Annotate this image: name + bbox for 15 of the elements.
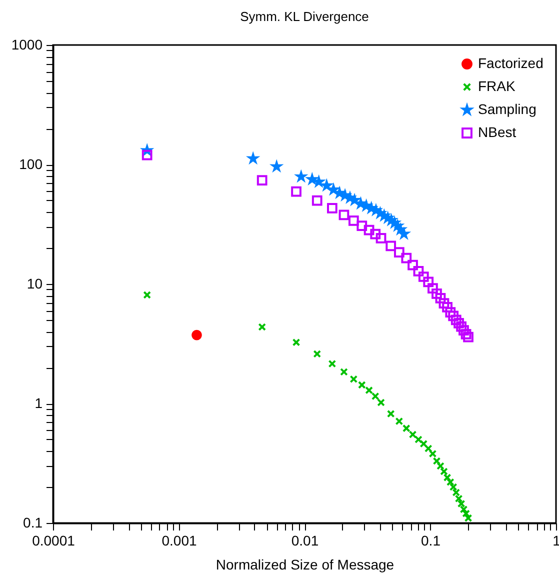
legend-label: Sampling xyxy=(478,101,536,117)
y-tick-label: 1 xyxy=(34,395,43,411)
y-tick-label: 0.1 xyxy=(23,514,43,530)
y-tick-label: 100 xyxy=(19,156,43,172)
legend-label: Factorized xyxy=(478,55,544,71)
legend-label: FRAK xyxy=(478,78,516,94)
legend-label: NBest xyxy=(478,124,516,140)
x-tick-label: 0.0001 xyxy=(32,532,76,548)
y-tick-label: 10 xyxy=(26,276,43,292)
x-tick-label: 0.1 xyxy=(421,532,441,548)
chart-title: Symm. KL Divergence xyxy=(240,9,369,24)
x-axis-title: Normalized Size of Message xyxy=(216,556,394,572)
y-tick-label: 1000 xyxy=(11,36,43,52)
x-tick-label: 0.01 xyxy=(291,532,319,548)
x-tick-label: 0.001 xyxy=(162,532,197,548)
